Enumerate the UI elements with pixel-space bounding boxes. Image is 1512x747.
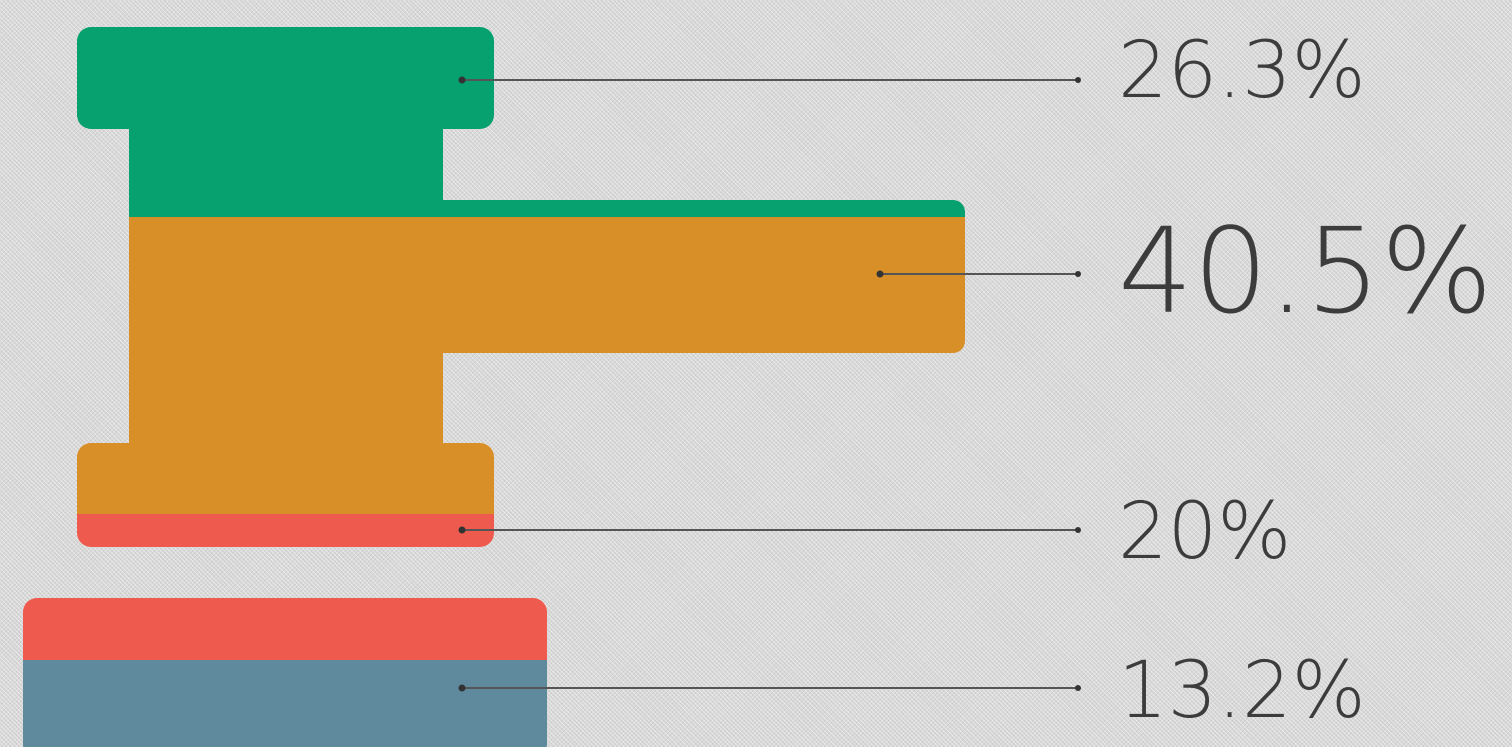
segment-2	[23, 217, 965, 514]
value-label-3: 20%	[1118, 487, 1291, 577]
value-label-1: 26.3%	[1118, 26, 1366, 116]
gavel-segments	[23, 27, 965, 747]
value-label-2: 40.5%	[1118, 202, 1493, 340]
leader-dot-end-4	[1075, 685, 1081, 691]
segment-1	[23, 27, 965, 217]
leader-lines	[458, 76, 1081, 692]
leader-dot-end-3	[1075, 527, 1081, 533]
segment-4	[23, 660, 965, 747]
value-labels: 26.3% 40.5% 20% 13.2%	[1118, 26, 1493, 736]
value-label-4: 13.2%	[1118, 646, 1366, 736]
leader-dot-start-4	[458, 684, 466, 692]
leader-dot-start-1	[458, 76, 466, 84]
leader-dot-end-2	[1075, 271, 1081, 277]
leader-dot-start-2	[876, 270, 884, 278]
segment-3	[23, 514, 965, 660]
leader-dot-end-1	[1075, 77, 1081, 83]
leader-dot-start-3	[458, 526, 466, 534]
